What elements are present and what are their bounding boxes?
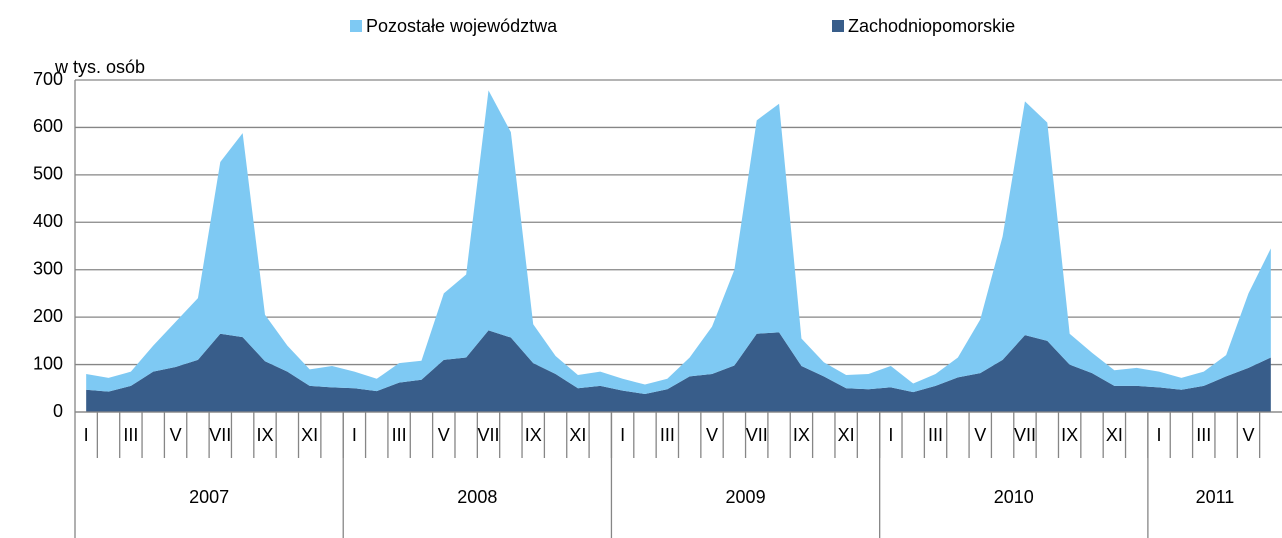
y-tick-label: 0 [53,401,63,421]
group-label: 2008 [457,487,497,507]
legend-swatch [832,20,844,32]
x-tick-label: III [660,425,675,445]
x-tick-label: III [928,425,943,445]
x-tick-label: IX [793,425,810,445]
x-tick-label: I [888,425,893,445]
y-tick-label: 500 [33,164,63,184]
x-tick-label: VII [1014,425,1036,445]
x-tick-label: IX [525,425,542,445]
x-tick-label: IX [1061,425,1078,445]
group-label: 2010 [994,487,1034,507]
y-tick-label: 700 [33,69,63,89]
y-tick-label: 300 [33,258,63,278]
area [86,330,1271,412]
legend-swatch [350,20,362,32]
x-tick-label: VII [209,425,231,445]
x-tick-label: I [620,425,625,445]
y-tick-label: 200 [33,306,63,326]
group-label: 2011 [1196,487,1235,507]
x-tick-label: I [1157,425,1162,445]
legend-label: Pozostałe województwa [366,16,558,36]
x-tick-label: I [84,425,89,445]
y-tick-label: 600 [33,116,63,136]
x-tick-label: VII [746,425,768,445]
x-tick-label: XI [1106,425,1123,445]
legend-label: Zachodniopomorskie [848,16,1015,36]
x-tick-label: V [974,425,986,445]
x-tick-label: III [123,425,138,445]
y-axis-label: w tys. osób [54,57,145,77]
group-label: 2009 [726,487,766,507]
y-tick-label: 400 [33,211,63,231]
x-tick-label: III [392,425,407,445]
group-label: 2007 [189,487,229,507]
x-tick-label: V [1242,425,1254,445]
x-tick-label: XI [569,425,586,445]
x-tick-label: I [352,425,357,445]
x-tick-label: V [706,425,718,445]
area [86,90,1271,394]
x-tick-label: XI [301,425,318,445]
y-tick-label: 100 [33,353,63,373]
x-tick-label: III [1196,425,1211,445]
x-tick-label: V [170,425,182,445]
x-tick-label: V [438,425,450,445]
x-tick-label: XI [838,425,855,445]
x-tick-label: IX [256,425,273,445]
x-tick-label: VII [478,425,500,445]
